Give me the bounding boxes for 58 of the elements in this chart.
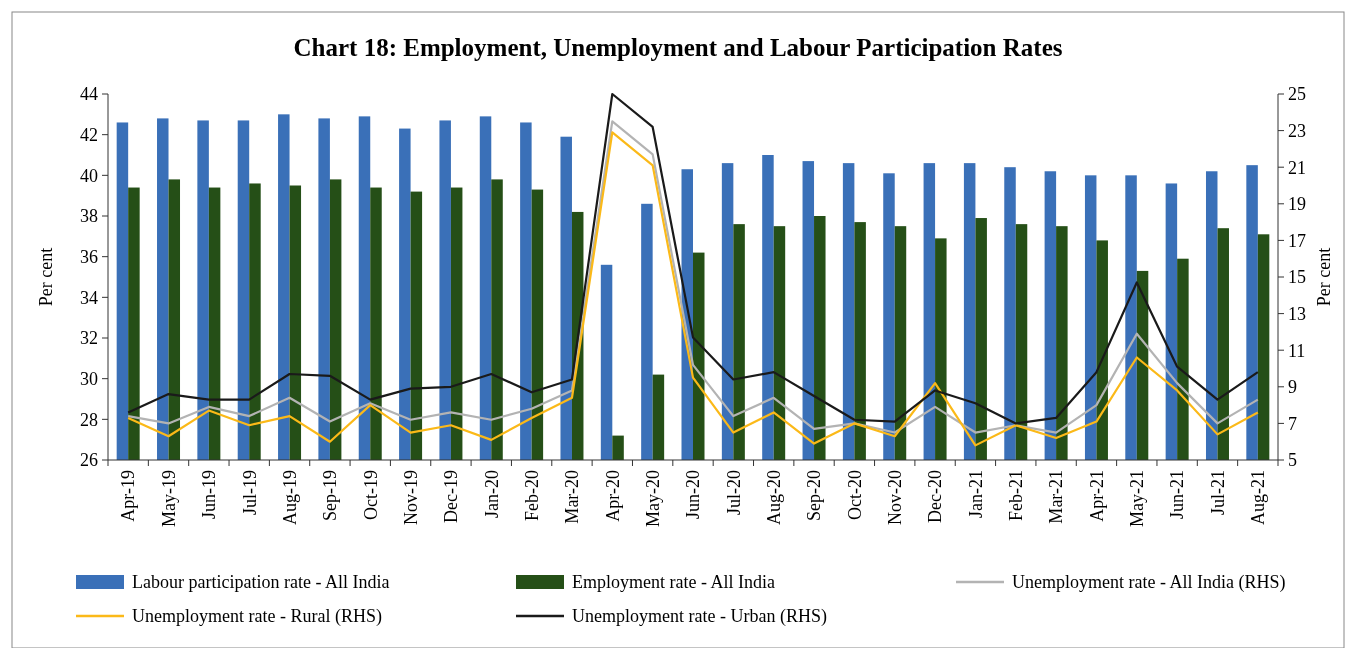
y2-tick-label: 5 [1288,450,1297,471]
y2-tick-label: 7 [1288,413,1297,434]
x-tick-label: Feb-20 [521,470,542,521]
x-tick-label: Dec-20 [925,470,946,523]
y-tick-label: 34 [80,287,98,308]
y-tick-label: 30 [80,368,98,389]
y2-axis-title: Per cent [1314,247,1334,307]
x-tick-label: Apr-20 [602,470,623,522]
x-tick-label: Apr-19 [118,470,139,522]
x-tick-label: Jan-21 [965,470,986,518]
x-tick-label: Aug-21 [1248,470,1269,525]
y-tick-label: 44 [80,84,98,105]
x-tick-label: Dec-19 [441,470,462,523]
x-tick-label: Nov-20 [885,470,906,525]
legend-label: Labour participation rate - All India [132,572,390,593]
x-tick-label: Jan-20 [481,470,502,518]
x-tick-label: May-19 [158,470,179,527]
x-tick-label: Aug-20 [763,470,784,525]
x-tick-label: Mar-21 [1046,470,1067,524]
y2-tick-label: 13 [1288,303,1306,324]
y2-tick-label: 15 [1288,267,1306,288]
legend-label: Unemployment rate - All India (RHS) [1012,572,1286,594]
y2-tick-label: 25 [1288,84,1306,105]
y-axis-title: Per cent [36,247,56,307]
x-tick-label: Jun-20 [683,470,704,519]
chart-title: Chart 18: Employment, Unemployment and Labour Participation Rates [293,34,1063,61]
y2-tick-label: 21 [1288,157,1306,178]
x-tick-label: Sep-19 [320,470,341,521]
legend-label: Unemployment rate - Rural (RHS) [132,606,382,628]
x-tick-label: Nov-19 [400,470,421,525]
y-tick-label: 28 [80,409,98,430]
y2-tick-label: 19 [1288,194,1306,215]
y-tick-label: 40 [80,165,98,186]
y2-tick-label: 17 [1288,230,1306,251]
y2-tick-label: 9 [1288,377,1297,398]
x-tick-label: Mar-20 [562,470,583,524]
x-tick-label: Sep-20 [804,470,825,521]
y-tick-label: 38 [80,206,98,227]
x-tick-label: Jul-21 [1207,470,1228,515]
x-tick-label: May-20 [642,470,663,527]
x-tick-label: May-21 [1127,470,1148,527]
legend-label: Employment rate - All India [572,572,775,593]
x-tick-label: Feb-21 [1006,470,1027,521]
y-tick-label: 42 [80,124,98,145]
y-tick-label: 26 [80,450,98,471]
x-tick-label: Jun-19 [199,470,220,519]
legend-label: Unemployment rate - Urban (RHS) [572,606,827,628]
y2-tick-label: 23 [1288,120,1306,141]
x-tick-label: Aug-19 [279,470,300,525]
y-tick-label: 32 [80,328,98,349]
y2-tick-label: 11 [1288,340,1306,361]
x-tick-label: Jul-20 [723,470,744,515]
x-tick-label: Jul-19 [239,470,260,515]
x-tick-label: Oct-19 [360,470,381,520]
x-tick-label: Apr-21 [1086,470,1107,522]
y-tick-label: 36 [80,246,98,267]
x-tick-label: Oct-20 [844,470,865,520]
x-tick-label: Jun-21 [1167,470,1188,519]
